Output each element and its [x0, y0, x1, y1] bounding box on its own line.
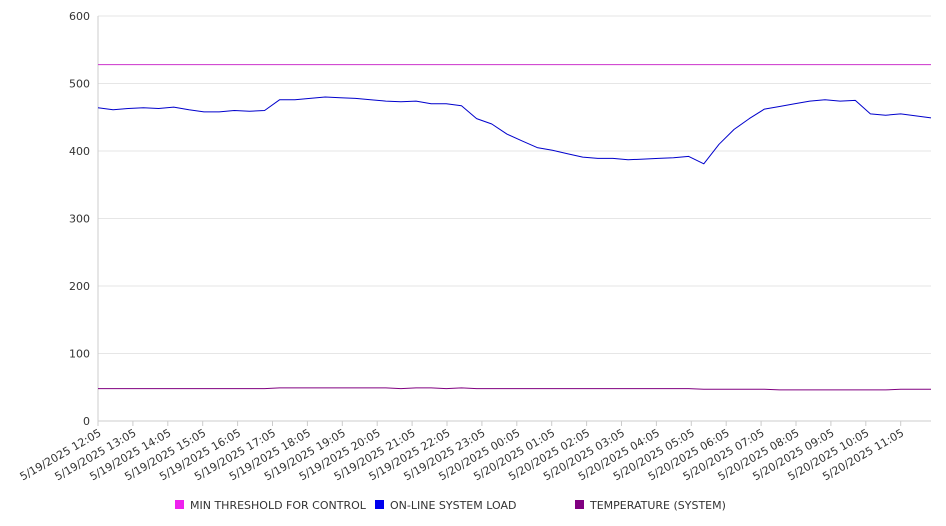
y-tick-label: 500	[69, 78, 90, 91]
y-tick-label: 300	[69, 213, 90, 226]
y-tick-label: 600	[69, 10, 90, 23]
legend: MIN THRESHOLD FOR CONTROL ON-LINE SYSTEM …	[175, 499, 726, 512]
y-axis-ticks: 0 100 200 300 400 500 600	[69, 10, 90, 428]
legend-swatch-0	[175, 500, 184, 509]
series-line-2	[98, 387, 931, 391]
axes	[97, 16, 931, 422]
y-tick-label: 400	[69, 145, 90, 158]
grid-lines	[98, 15, 931, 354]
series-lines	[97, 64, 932, 391]
legend-label-0: MIN THRESHOLD FOR CONTROL	[190, 499, 367, 512]
legend-swatch-1	[375, 500, 384, 509]
legend-label-2: TEMPERATURE (SYSTEM)	[589, 499, 726, 512]
legend-label-1: ON-LINE SYSTEM LOAD	[390, 499, 516, 512]
x-axis-ticks: 5/19/2025 12:055/19/2025 13:055/19/2025 …	[18, 421, 906, 483]
y-tick-label: 200	[69, 280, 90, 293]
series-line-1	[97, 96, 932, 165]
y-tick-label: 0	[83, 415, 90, 428]
y-tick-label: 100	[69, 348, 90, 361]
legend-swatch-2	[575, 500, 584, 509]
